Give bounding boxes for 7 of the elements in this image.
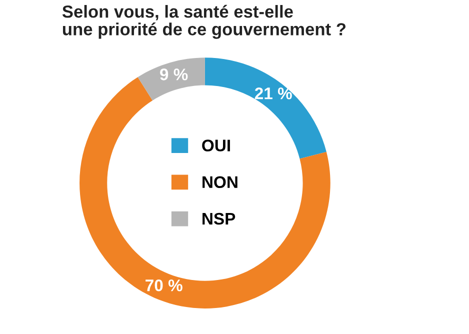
legend-label: OUI (202, 140, 230, 152)
data-label: 21 % (254, 88, 292, 100)
data-label: 9 % (160, 68, 188, 80)
legend-label: NSP (202, 212, 236, 225)
chart-title: Selon vous, la santé est-elle une priorité de ce gouvernement ? (62, 4, 346, 39)
data-label: 70 % (146, 279, 182, 292)
legend-label: NON (202, 176, 238, 188)
